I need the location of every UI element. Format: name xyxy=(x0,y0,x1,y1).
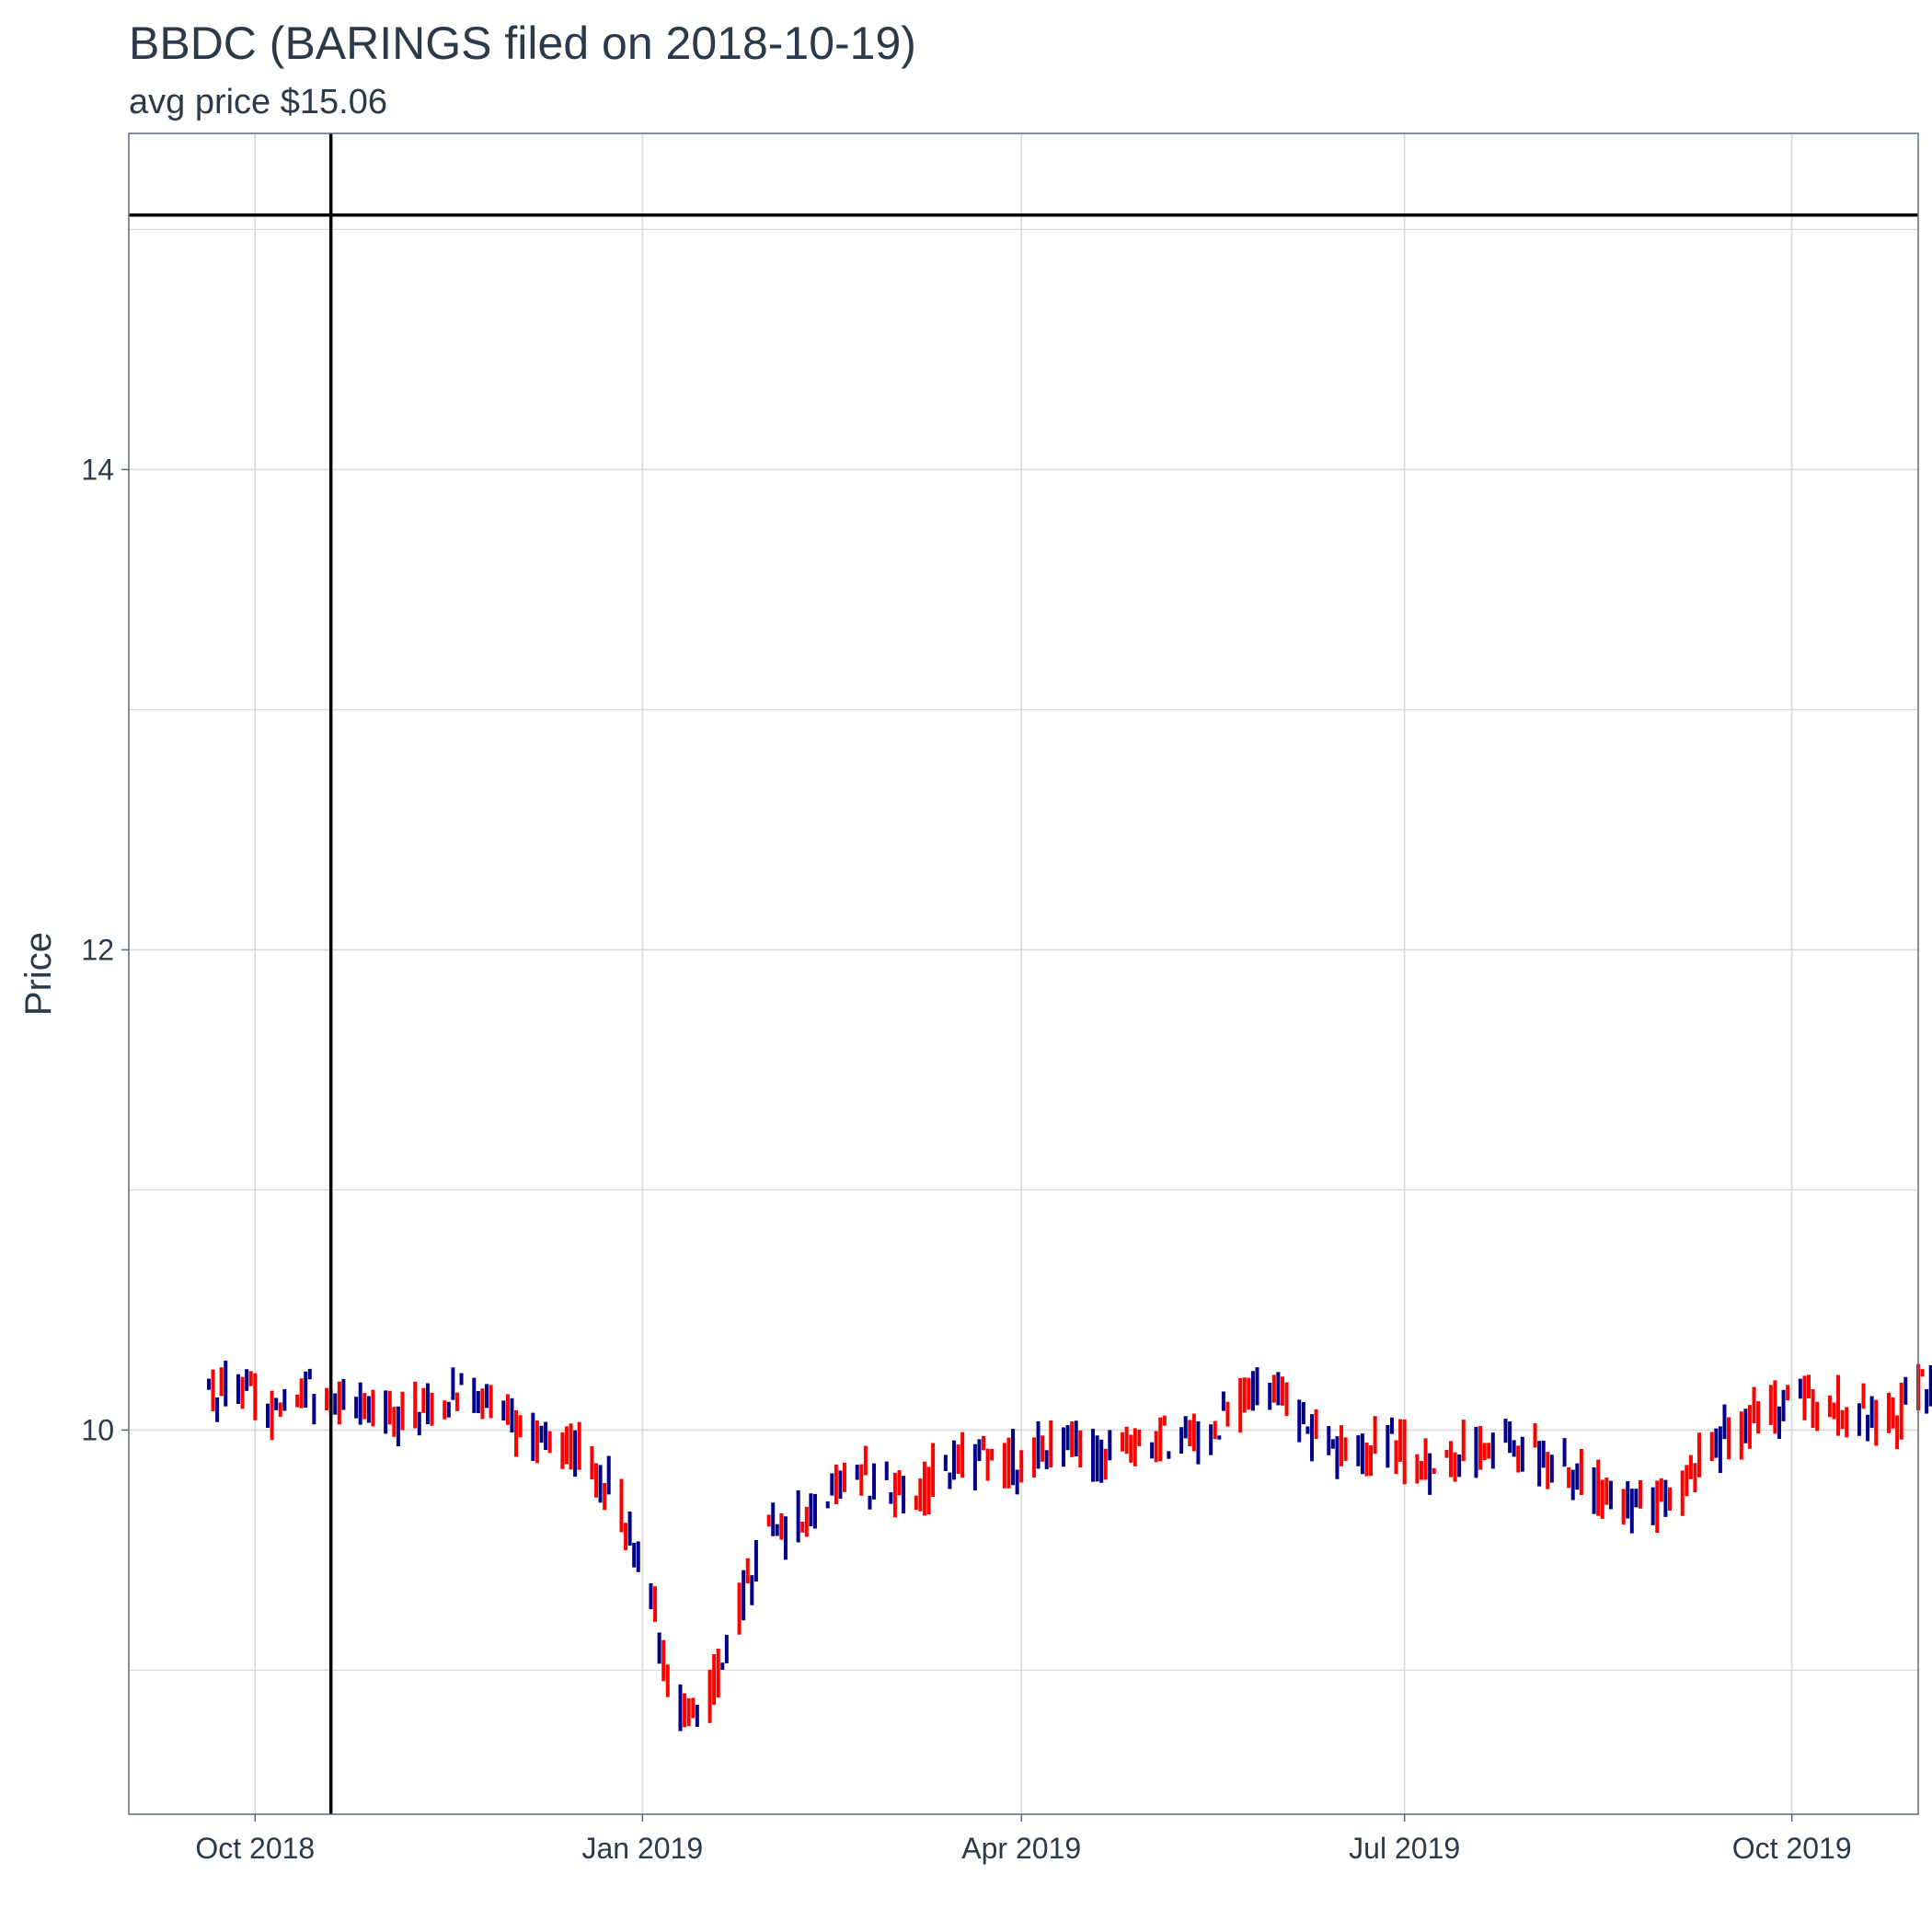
y-axis-title: Price xyxy=(18,932,59,1016)
y-tick-label: 10 xyxy=(81,1413,114,1446)
axis-layer: 10 12 14 Oct 2018 Jan 2019 Apr 2019 Jul 2019 Oc… xyxy=(81,453,1851,1865)
x-tick-label: Apr 2019 xyxy=(961,1832,1081,1865)
chart-subtitle: avg price $15.06 xyxy=(129,83,387,121)
y-tick-label: 12 xyxy=(81,933,114,966)
plot-frame xyxy=(128,132,1919,1815)
ohlc-bars xyxy=(206,1360,1932,1731)
x-tick-label: Jul 2019 xyxy=(1349,1832,1460,1865)
x-tick-label: Oct 2018 xyxy=(195,1832,315,1865)
grid-layer xyxy=(129,133,1918,1814)
y-tick-label: 14 xyxy=(81,453,114,486)
reference-lines xyxy=(129,133,1918,1814)
x-tick-label: Jan 2019 xyxy=(581,1832,703,1865)
chart-title: BBDC (BARINGS filed on 2018-10-19) xyxy=(129,17,916,69)
x-tick-label: Oct 2019 xyxy=(1732,1832,1852,1865)
